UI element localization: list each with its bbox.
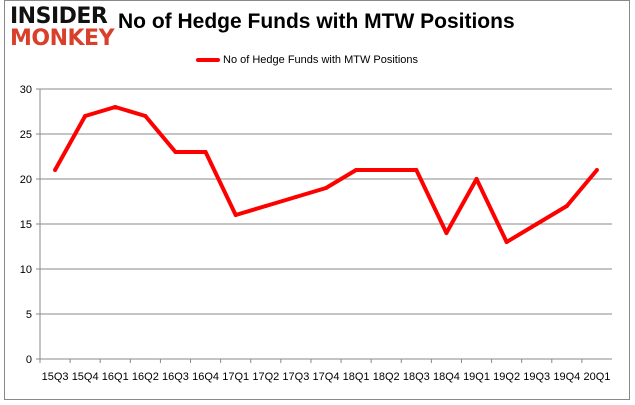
data-point: [53, 168, 58, 172]
legend-label: No of Hedge Funds with MTW Positions: [223, 54, 419, 66]
x-tick-label: 16Q2: [132, 371, 159, 383]
logo-line1: INSIDER: [10, 4, 108, 29]
x-tick-label: 17Q3: [282, 371, 309, 383]
data-point: [173, 150, 178, 154]
x-tick-label: 18Q2: [373, 371, 400, 383]
data-point: [293, 195, 298, 199]
y-tick-label: 25: [20, 129, 32, 141]
x-tick-label: 16Q1: [102, 371, 129, 383]
data-point: [263, 204, 268, 208]
data-point: [444, 231, 449, 235]
data-point: [354, 168, 359, 172]
data-point: [233, 213, 238, 217]
logo-line2: MONKEY: [10, 26, 115, 51]
y-tick-label: 15: [20, 219, 32, 231]
data-point: [384, 168, 389, 172]
y-tick-label: 10: [20, 264, 32, 276]
x-tick-label: 18Q1: [343, 371, 370, 383]
x-tick-label: 19Q3: [523, 371, 550, 383]
data-point: [474, 177, 479, 181]
legend: No of Hedge Funds with MTW Positions: [196, 54, 418, 66]
y-tick-label: 30: [20, 84, 32, 96]
x-tick-label: 15Q3: [42, 371, 69, 383]
x-tick-label: 17Q4: [313, 371, 340, 383]
insider-monkey-logo: INSIDER MONKEY: [10, 4, 115, 51]
x-tick-label: 16Q4: [192, 371, 219, 383]
data-point: [414, 168, 419, 172]
y-tick-label: 20: [20, 174, 32, 186]
data-point: [324, 186, 328, 190]
x-tick-label: 19Q1: [463, 371, 490, 383]
x-tick-label: 19Q2: [493, 371, 520, 383]
data-point: [564, 204, 569, 208]
x-tick-label: 20Q1: [583, 371, 610, 383]
data-point: [534, 222, 539, 226]
data-point: [83, 114, 88, 118]
data-point: [594, 168, 599, 172]
y-tick-label: 5: [26, 309, 32, 321]
data-point: [143, 114, 148, 118]
x-tick-label: 18Q3: [403, 371, 430, 383]
x-tick-label: 16Q3: [162, 371, 189, 383]
x-tick-label: 15Q4: [72, 371, 99, 383]
x-tick-label: 17Q2: [252, 371, 279, 383]
series-line: [53, 105, 599, 244]
y-tick-label: 0: [26, 354, 32, 366]
chart-title: No of Hedge Funds with MTW Positions: [118, 10, 515, 33]
x-tick-label: 17Q1: [222, 371, 249, 383]
x-tick-label: 19Q4: [553, 371, 580, 383]
data-point: [113, 105, 118, 109]
legend-swatch: [196, 58, 220, 62]
data-point: [203, 150, 208, 154]
data-point: [504, 240, 509, 244]
x-tick-label: 18Q4: [433, 371, 460, 383]
chart-frame: [4, 0, 630, 400]
